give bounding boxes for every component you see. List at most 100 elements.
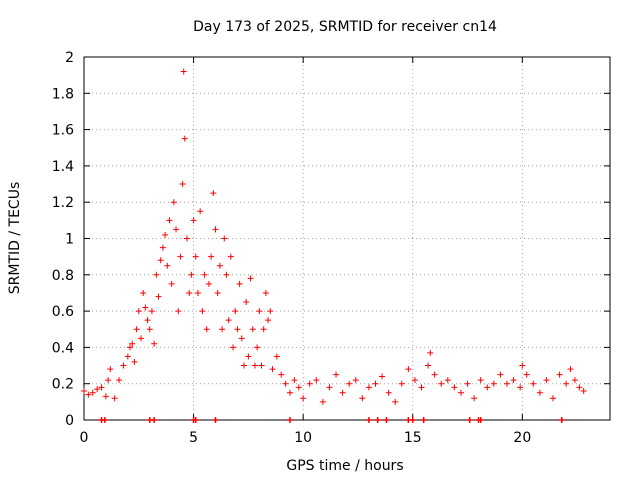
data-point — [210, 190, 217, 197]
grid — [84, 57, 610, 420]
data-point — [444, 377, 451, 384]
data-point — [81, 387, 87, 394]
data-point — [464, 380, 471, 387]
data-point — [186, 289, 193, 296]
data-point — [556, 371, 563, 378]
x-tick-label: 5 — [189, 430, 198, 446]
zero-point — [420, 417, 427, 423]
data-point — [236, 280, 243, 287]
data-point — [278, 371, 285, 378]
zero-point — [383, 417, 390, 423]
y-tick-label: 0.8 — [52, 268, 74, 284]
data-point — [214, 289, 221, 296]
zero-point — [466, 417, 473, 423]
data-point — [168, 280, 175, 287]
data-point — [385, 389, 392, 396]
y-axis-label: SRMTID / TECUs — [7, 182, 23, 295]
data-point — [245, 353, 252, 360]
data-point — [543, 377, 550, 384]
data-point — [159, 244, 166, 251]
data-point — [137, 335, 144, 342]
data-point — [120, 362, 127, 369]
data-point — [192, 253, 199, 260]
data-point — [153, 271, 160, 278]
data-point — [219, 326, 226, 333]
data-point — [234, 326, 241, 333]
data-point — [265, 317, 272, 324]
data-point — [379, 373, 386, 380]
data-point — [300, 395, 307, 402]
data-point — [201, 271, 208, 278]
data-point — [260, 326, 267, 333]
data-point — [269, 366, 276, 373]
x-tick-label: 0 — [80, 430, 89, 446]
data-point — [262, 289, 269, 296]
data-point — [313, 377, 320, 384]
data-point — [98, 384, 105, 391]
zero-point — [558, 417, 565, 423]
data-point — [221, 235, 228, 242]
data-point — [282, 380, 289, 387]
data-point — [287, 389, 294, 396]
zero-point — [287, 417, 294, 423]
data-point — [326, 384, 333, 391]
data-point — [251, 362, 258, 369]
data-point — [188, 271, 195, 278]
data-point — [133, 326, 140, 333]
data-point — [372, 380, 379, 387]
data-point — [580, 387, 587, 394]
data-point — [550, 395, 557, 402]
data-point — [225, 317, 232, 324]
x-tick-label: 15 — [404, 430, 422, 446]
data-point — [519, 362, 526, 369]
data-point — [170, 199, 177, 206]
data-point — [438, 380, 445, 387]
data-point — [405, 366, 412, 373]
data-point — [131, 358, 138, 365]
data-point — [418, 384, 425, 391]
y-tick-label: 0.4 — [52, 340, 74, 356]
data-point — [563, 380, 570, 387]
data-point — [216, 262, 223, 269]
data-point — [258, 362, 265, 369]
data-point — [205, 280, 212, 287]
data-point — [273, 353, 280, 360]
y-tick-label: 1.6 — [52, 123, 74, 139]
data-point — [427, 349, 434, 356]
data-point — [333, 371, 340, 378]
data-point — [339, 389, 346, 396]
plot-frame — [83, 56, 611, 421]
data-point — [175, 308, 182, 315]
data-point — [166, 217, 173, 224]
data-point — [135, 308, 142, 315]
zero-point — [101, 417, 108, 423]
data-point — [190, 217, 197, 224]
data-point — [197, 208, 204, 215]
x-axis-label: GPS time / hours — [286, 458, 403, 474]
chart-title: Day 173 of 2025, SRMTID for receiver cn1… — [193, 19, 497, 35]
zero-point — [409, 417, 416, 423]
data-point — [116, 377, 123, 384]
data-point — [227, 253, 234, 260]
data-point — [232, 308, 239, 315]
y-tick-label: 0.2 — [52, 377, 74, 393]
data-point — [510, 377, 517, 384]
data-point — [530, 380, 537, 387]
data-point — [107, 366, 114, 373]
data-point — [306, 380, 313, 387]
data-point — [164, 262, 171, 269]
data-point — [105, 377, 112, 384]
y-tick-label: 2 — [65, 50, 74, 66]
data-point — [365, 384, 372, 391]
data-point — [194, 289, 201, 296]
zero-point — [365, 417, 372, 423]
data-point — [523, 371, 530, 378]
zero-point — [477, 417, 484, 423]
data-point — [181, 135, 188, 142]
data-point — [497, 371, 504, 378]
data-point — [254, 344, 261, 351]
data-point — [140, 289, 147, 296]
data-point — [155, 293, 162, 300]
data-point — [392, 398, 399, 405]
data-point — [346, 380, 353, 387]
